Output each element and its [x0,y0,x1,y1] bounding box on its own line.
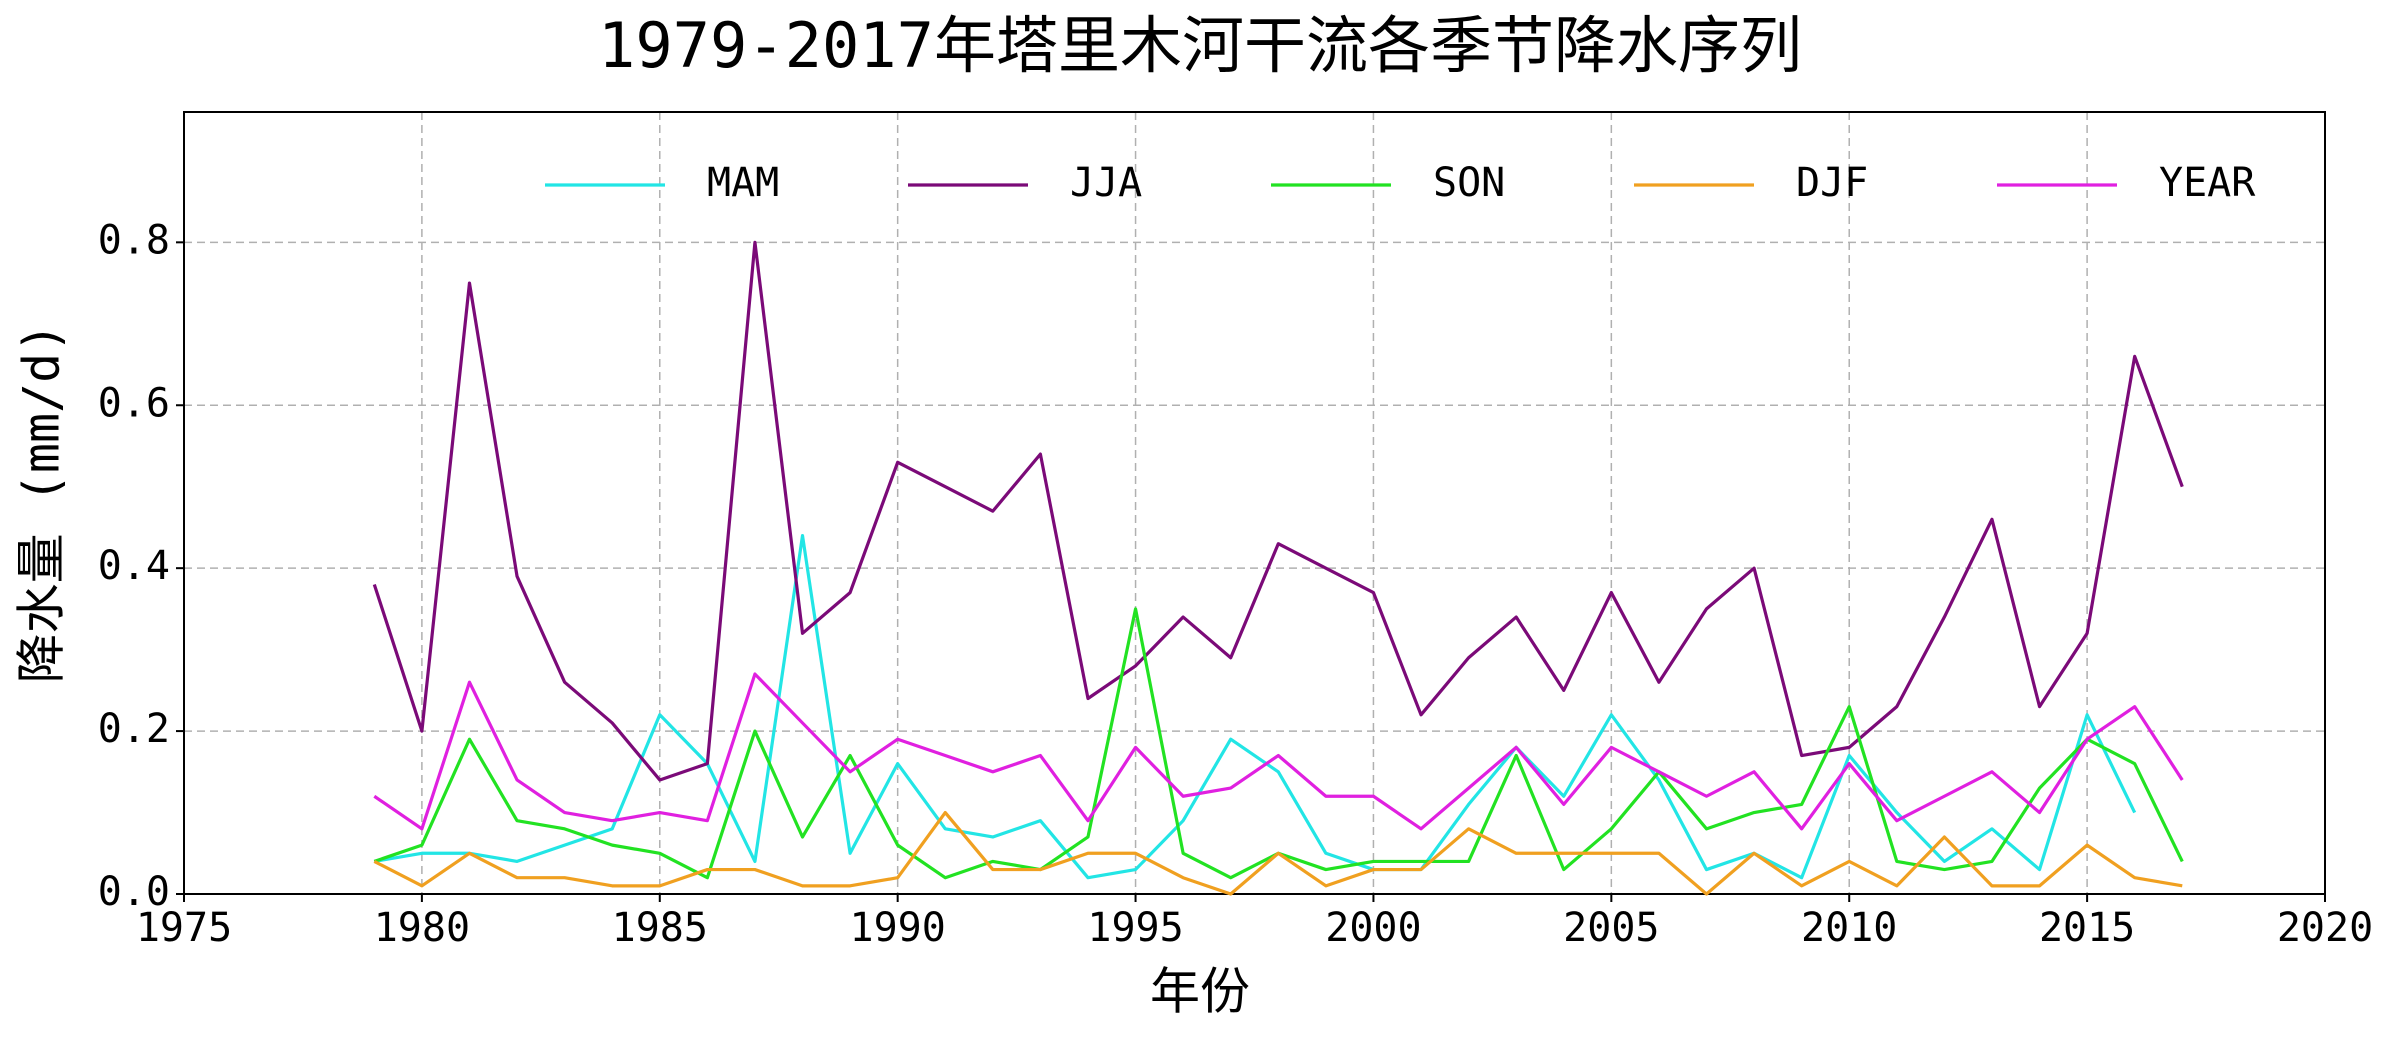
legend-label: DJF [1796,160,1868,206]
x-tick-label: 2000 [1325,905,1421,951]
y-tick-label: 0.2 [98,706,170,752]
x-tick-label: 2015 [2039,905,2135,951]
legend-label: YEAR [2159,160,2256,206]
x-tick-label: 2010 [1801,905,1897,951]
plot-frame [183,111,2326,895]
x-tick-label: 1985 [612,905,708,951]
legend-label: JJA [1070,160,1142,206]
y-tick-label: 0.4 [98,543,170,589]
legend-label: SON [1433,160,1505,206]
chart-title: 1979-2017年塔里木河干流各季节降水序列 [598,9,1802,82]
series-line [373,810,2183,896]
x-tick-label: 1975 [136,905,232,951]
legend-label: MAM [707,160,779,206]
series-line [373,672,2184,831]
series-line [374,533,2137,880]
y-tick-label: 0.0 [98,869,170,915]
x-tick-label: 2005 [1563,905,1659,951]
x-axis-label: 年份 [1150,963,1250,1021]
series-line [372,240,2184,782]
x-tick-label: 1990 [850,905,946,951]
y-axis-label: 降水量 (mm/d) [13,323,71,684]
series-line [373,607,2184,880]
x-tick-label: 2020 [2277,905,2373,951]
x-tick-label: 1995 [1087,905,1183,951]
x-tick-label: 1980 [374,905,470,951]
y-tick-label: 0.8 [98,217,170,263]
y-tick-label: 0.6 [98,380,170,426]
